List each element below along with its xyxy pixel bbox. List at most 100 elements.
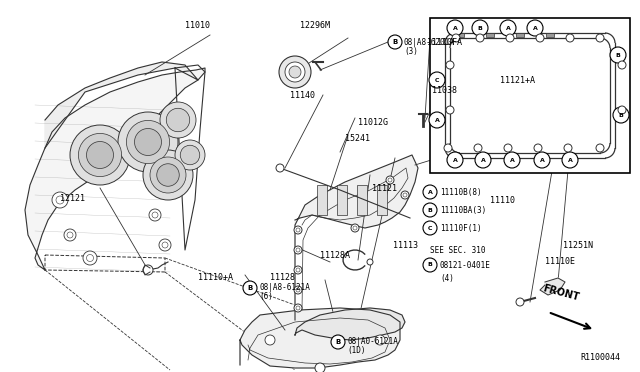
Circle shape [315,363,325,372]
Circle shape [444,144,452,152]
Text: 11010: 11010 [185,20,210,29]
Circle shape [243,281,257,295]
Text: A: A [532,26,538,31]
Text: 08|A8-6201A: 08|A8-6201A [404,38,455,46]
Text: 11128A: 11128A [320,250,350,260]
Circle shape [386,176,394,184]
Bar [337,185,347,215]
Circle shape [296,248,300,252]
Polygon shape [45,62,198,148]
Circle shape [562,152,578,168]
Circle shape [285,62,305,82]
Circle shape [474,144,482,152]
Text: B: B [616,52,620,58]
Text: 11110F(1): 11110F(1) [440,224,482,232]
Circle shape [423,185,437,199]
Circle shape [610,47,626,63]
Text: B: B [428,208,433,212]
Text: 11038: 11038 [432,86,457,94]
Circle shape [564,144,572,152]
Text: 11121: 11121 [372,183,397,192]
Text: (3): (3) [404,46,418,55]
Text: A: A [435,118,440,122]
Text: B: B [428,263,433,267]
Circle shape [423,203,437,217]
Text: 12296M: 12296M [300,20,330,29]
Circle shape [276,164,284,172]
Circle shape [157,164,179,186]
Circle shape [618,106,626,114]
Circle shape [294,286,302,294]
Text: 11110B(8): 11110B(8) [440,187,482,196]
Bar [317,185,327,215]
Circle shape [527,20,543,36]
Circle shape [296,228,300,232]
Circle shape [279,56,311,88]
Text: B: B [248,285,253,291]
Circle shape [143,150,193,200]
Text: A: A [540,157,545,163]
Bar [456,33,464,37]
Circle shape [367,259,373,265]
Circle shape [446,106,454,114]
Circle shape [180,145,200,165]
Circle shape [134,128,161,155]
Text: SEE SEC. 310: SEE SEC. 310 [430,246,486,254]
Text: (6): (6) [259,292,273,301]
Text: (4): (4) [440,273,454,282]
Circle shape [351,224,359,232]
Circle shape [118,112,178,172]
Text: 11110FA: 11110FA [427,38,462,46]
Circle shape [504,152,520,168]
Circle shape [613,107,629,123]
Text: A: A [509,157,515,163]
Circle shape [388,178,392,182]
Circle shape [476,34,484,42]
Bar [377,185,387,215]
Circle shape [475,152,491,168]
Text: A: A [568,157,572,163]
Circle shape [423,221,437,235]
Circle shape [160,102,196,138]
Circle shape [596,144,604,152]
Circle shape [79,134,122,177]
Circle shape [67,232,73,238]
Bar [516,33,524,37]
Text: 15241: 15241 [345,134,370,142]
Circle shape [83,251,97,265]
Text: 11121+A: 11121+A [500,76,535,84]
Polygon shape [25,68,205,270]
Polygon shape [295,308,405,340]
Circle shape [294,266,302,274]
Circle shape [64,229,76,241]
Text: 11113: 11113 [393,241,418,250]
Text: B: B [619,112,623,118]
Circle shape [127,121,170,164]
Text: B: B [335,339,340,345]
Text: A: A [452,26,458,31]
Text: 12121: 12121 [60,193,85,202]
Circle shape [618,61,626,69]
Bar [430,18,630,173]
Circle shape [152,212,158,218]
Circle shape [294,226,302,234]
Circle shape [401,191,409,199]
Circle shape [294,304,302,312]
Text: A: A [452,157,458,163]
Text: 11012G: 11012G [358,118,388,126]
Circle shape [294,246,302,254]
Text: 11110BA(3): 11110BA(3) [440,205,486,215]
Circle shape [375,335,385,345]
Text: B: B [392,39,397,45]
Polygon shape [240,308,400,368]
Circle shape [143,265,153,275]
Bar [486,33,494,37]
Circle shape [446,61,454,69]
Text: A: A [481,157,485,163]
Circle shape [472,20,488,36]
Text: 11110E: 11110E [545,257,575,266]
Circle shape [159,239,171,251]
Text: A: A [428,189,433,195]
Circle shape [150,157,186,193]
Circle shape [289,66,301,78]
